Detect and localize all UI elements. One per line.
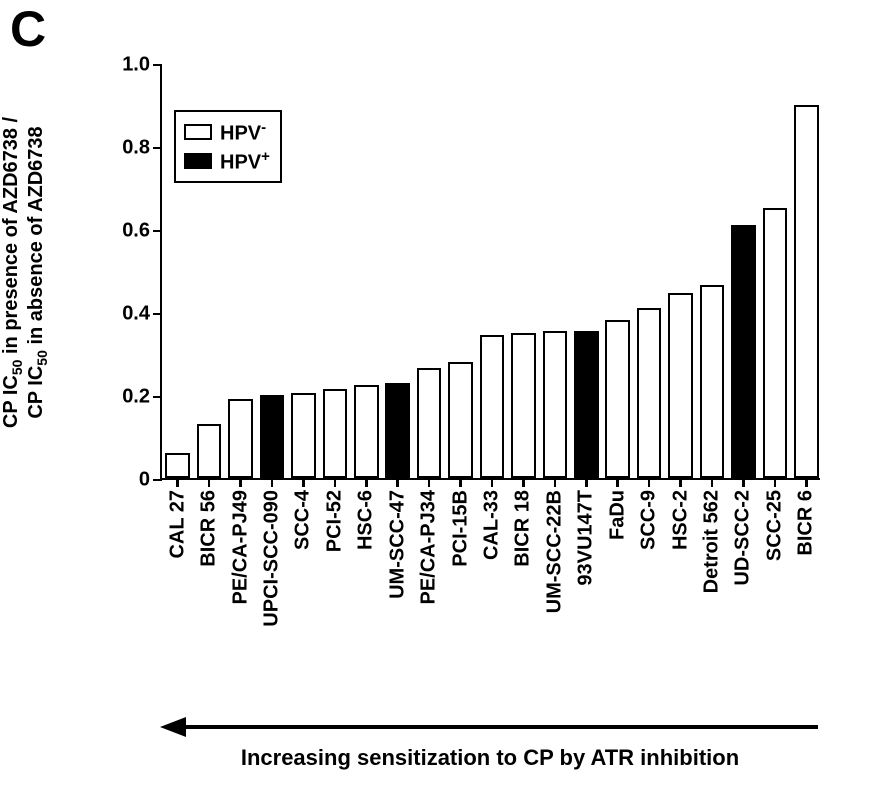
bar (700, 285, 725, 478)
x-tick (459, 478, 462, 487)
bar (165, 453, 190, 478)
y-tick (153, 147, 162, 150)
figure-panel-c: C CP IC50 in presence of AZD6738 / CP IC… (0, 0, 869, 801)
bar (480, 335, 505, 478)
x-tick (648, 478, 651, 487)
x-tick (774, 478, 777, 487)
y-tick-label: 0.8 (122, 137, 150, 160)
x-category-label: PCI-15B (449, 490, 472, 567)
bar (731, 225, 756, 478)
y-tick-label: 0 (139, 469, 150, 492)
bar (543, 331, 568, 478)
bar (637, 308, 662, 478)
x-tick (302, 478, 305, 487)
x-category-label: UM-SCC-22B (543, 490, 566, 613)
bar (197, 424, 222, 478)
x-tick (742, 478, 745, 487)
bars-container (162, 65, 820, 478)
y-axis-label-line2: CP IC50 in absence of AZD6738 (25, 126, 50, 418)
x-tick (711, 478, 714, 487)
x-category-label: BICR 56 (198, 490, 221, 567)
plot-area: HPV- HPV+ 00.20.40.60.81.0CAL 27BICR 56P… (160, 65, 820, 480)
x-tick (428, 478, 431, 487)
x-category-label: PCI-52 (323, 490, 346, 552)
bar (228, 399, 253, 478)
y-axis-label: CP IC50 in presence of AZD6738 / CP IC50… (0, 65, 55, 480)
bar (605, 320, 630, 478)
y-tick (153, 396, 162, 399)
x-tick (585, 478, 588, 487)
x-category-label: SCC-4 (292, 490, 315, 550)
x-category-label: SCC-9 (638, 490, 661, 550)
x-category-label: HSC-2 (669, 490, 692, 550)
y-tick-label: 0.4 (122, 303, 150, 326)
bar (323, 389, 348, 478)
bar (417, 368, 442, 478)
x-tick (679, 478, 682, 487)
x-tick (271, 478, 274, 487)
x-category-label: PE/CA-PJ34 (418, 490, 441, 605)
y-tick-label: 1.0 (122, 54, 150, 77)
x-tick (554, 478, 557, 487)
x-category-label: UD-SCC-2 (732, 490, 755, 586)
x-tick (805, 478, 808, 487)
x-category-label: 93VU147T (575, 490, 598, 586)
x-tick (176, 478, 179, 487)
x-category-label: PE/CA-PJ49 (229, 490, 252, 605)
bar (291, 393, 316, 478)
x-tick (334, 478, 337, 487)
bar (668, 293, 693, 478)
bar (260, 395, 285, 478)
x-tick (239, 478, 242, 487)
x-category-label: BICR 18 (512, 490, 535, 567)
arrow-caption: Increasing sensitization to CP by ATR in… (160, 745, 820, 771)
y-tick (153, 64, 162, 67)
bar (794, 105, 819, 479)
x-category-label: SCC-25 (763, 490, 786, 561)
y-tick (153, 230, 162, 233)
x-category-label: BICR 6 (795, 490, 818, 556)
x-tick (616, 478, 619, 487)
sensitization-arrow: Increasing sensitization to CP by ATR in… (160, 715, 820, 771)
arrow-icon (160, 715, 820, 739)
bar (354, 385, 379, 478)
y-tick (153, 313, 162, 316)
x-category-label: UM-SCC-47 (386, 490, 409, 599)
x-tick (522, 478, 525, 487)
x-category-label: CAL 27 (166, 490, 189, 559)
bar (511, 333, 536, 478)
x-tick (491, 478, 494, 487)
x-tick (396, 478, 399, 487)
y-tick-label: 0.6 (122, 220, 150, 243)
x-tick (208, 478, 211, 487)
bar (763, 208, 788, 478)
x-category-label: Detroit 562 (701, 490, 724, 593)
y-axis-label-line1: CP IC50 in presence of AZD6738 / (0, 117, 25, 428)
x-category-label: HSC-6 (355, 490, 378, 550)
y-tick (153, 479, 162, 482)
y-tick-label: 0.2 (122, 386, 150, 409)
bar (385, 383, 410, 478)
x-category-label: CAL-33 (481, 490, 504, 560)
x-category-label: FaDu (606, 490, 629, 540)
x-category-label: UPCI-SCC-090 (261, 490, 284, 627)
x-tick (365, 478, 368, 487)
bar (448, 362, 473, 478)
bar (574, 331, 599, 478)
panel-label: C (10, 0, 46, 58)
